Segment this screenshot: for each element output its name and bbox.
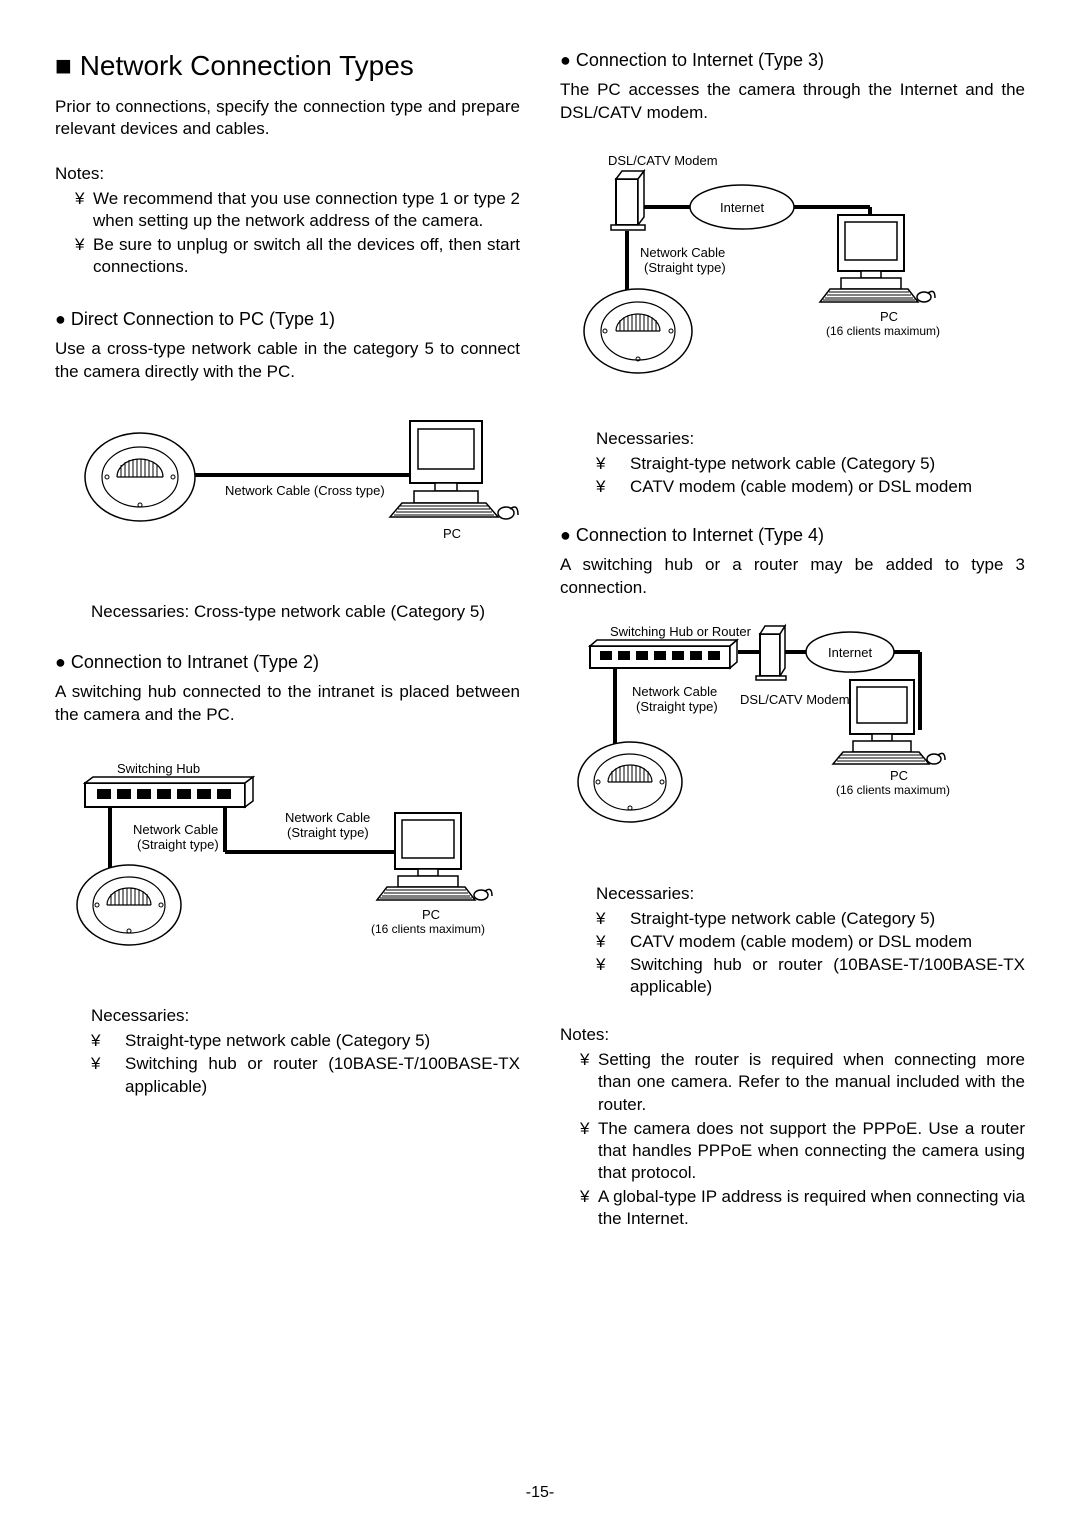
type4-diagram: Switching Hub or Router <box>560 620 1025 860</box>
type4-pc-sub: (16 clients maximum) <box>836 783 950 797</box>
type1-heading: Direct Connection to PC (Type 1) <box>55 309 520 330</box>
type2-nec-1: Straight-type network cable (Category 5) <box>91 1030 520 1053</box>
type4-hub-label: Switching Hub or Router <box>610 624 752 639</box>
type3-text: The PC accesses the camera through the I… <box>560 79 1025 125</box>
pc-icon <box>820 215 935 302</box>
note-1: We recommend that you use connection typ… <box>75 188 520 232</box>
type2-cable-l2: (Straight type) <box>137 837 219 852</box>
modem-icon <box>756 626 786 680</box>
type3-cable-l2: (Straight type) <box>644 260 726 275</box>
type3-nec-1: Straight-type network cable (Category 5) <box>596 453 1025 476</box>
type2-hub-label: Switching Hub <box>117 761 200 776</box>
type3-modem-label: DSL/CATV Modem <box>608 153 718 168</box>
notes-bottom-label: Notes: <box>560 1025 1025 1045</box>
type1-diagram: Network Cable (Cross type) PC <box>55 403 520 578</box>
type2-necessaries-label: Necessaries: <box>55 1006 520 1026</box>
pc-icon <box>377 813 492 900</box>
notes-bottom: Setting the router is required when conn… <box>560 1049 1025 1230</box>
note-b1: Setting the router is required when conn… <box>580 1049 1025 1115</box>
type2-diagram: Switching Hub Network Cable (Straight ty… <box>55 747 520 982</box>
type4-cable-l1: Network Cable <box>632 684 717 699</box>
right-column: Connection to Internet (Type 3) The PC a… <box>560 50 1025 1232</box>
page-content: ■ Network Connection Types Prior to conn… <box>55 50 1025 1232</box>
hub-icon <box>590 640 737 668</box>
main-title: ■ Network Connection Types <box>55 50 520 82</box>
intro-text: Prior to connections, specify the connec… <box>55 96 520 140</box>
type2-heading: Connection to Intranet (Type 2) <box>55 652 520 673</box>
note-b2: The camera does not support the PPPoE. U… <box>580 1118 1025 1184</box>
notes-top: We recommend that you use connection typ… <box>55 188 520 278</box>
type4-pc-label: PC <box>890 768 908 783</box>
type3-internet-label: Internet <box>720 200 764 215</box>
type3-necessaries-label: Necessaries: <box>560 429 1025 449</box>
type3-necessaries: Straight-type network cable (Category 5)… <box>560 453 1025 499</box>
type1-necessaries: Necessaries: Cross-type network cable (C… <box>55 602 520 622</box>
hub-icon <box>85 777 253 807</box>
camera-icon <box>578 742 682 822</box>
type4-heading: Connection to Internet (Type 4) <box>560 525 1025 546</box>
type2-cable-r1: Network Cable <box>285 810 370 825</box>
type2-text: A switching hub connected to the intrane… <box>55 681 520 727</box>
type2-cable-r2: (Straight type) <box>287 825 369 840</box>
pc-icon <box>833 680 945 764</box>
notes-top-label: Notes: <box>55 164 520 184</box>
left-column: ■ Network Connection Types Prior to conn… <box>55 50 520 1232</box>
note-2: Be sure to unplug or switch all the devi… <box>75 234 520 278</box>
type3-diagram: DSL/CATV Modem Internet <box>560 145 1025 405</box>
type4-necessaries-label: Necessaries: <box>560 884 1025 904</box>
type2-pc-label: PC <box>422 907 440 922</box>
type2-pc-sub: (16 clients maximum) <box>371 922 485 936</box>
camera-icon <box>77 865 181 945</box>
type3-heading: Connection to Internet (Type 3) <box>560 50 1025 71</box>
type3-cable-l1: Network Cable <box>640 245 725 260</box>
type1-text: Use a cross-type network cable in the ca… <box>55 338 520 384</box>
page-number: -15- <box>0 1484 1080 1502</box>
camera-icon <box>85 433 195 521</box>
type4-text: A switching hub or a router may be added… <box>560 554 1025 600</box>
modem-icon <box>611 171 645 230</box>
type1-cable-label: Network Cable (Cross type) <box>225 483 385 498</box>
type3-pc-sub: (16 clients maximum) <box>826 324 940 338</box>
type2-cable-l1: Network Cable <box>133 822 218 837</box>
type4-nec-1: Straight-type network cable (Category 5) <box>596 908 1025 931</box>
type4-nec-3: Switching hub or router (10BASE-T/100BAS… <box>596 954 1025 1000</box>
type3-pc-label: PC <box>880 309 898 324</box>
type4-necessaries: Straight-type network cable (Category 5)… <box>560 908 1025 1000</box>
camera-icon <box>584 289 692 373</box>
type4-internet-label: Internet <box>828 645 872 660</box>
type1-pc-label: PC <box>443 526 461 541</box>
type3-nec-2: CATV modem (cable modem) or DSL modem <box>596 476 1025 499</box>
type4-nec-2: CATV modem (cable modem) or DSL modem <box>596 931 1025 954</box>
type2-nec-2: Switching hub or router (10BASE-T/100BAS… <box>91 1053 520 1099</box>
type4-modem-label: DSL/CATV Modem <box>740 692 850 707</box>
type2-necessaries: Straight-type network cable (Category 5)… <box>55 1030 520 1099</box>
note-b3: A global-type IP address is required whe… <box>580 1186 1025 1230</box>
pc-icon <box>390 421 518 519</box>
type4-cable-l2: (Straight type) <box>636 699 718 714</box>
